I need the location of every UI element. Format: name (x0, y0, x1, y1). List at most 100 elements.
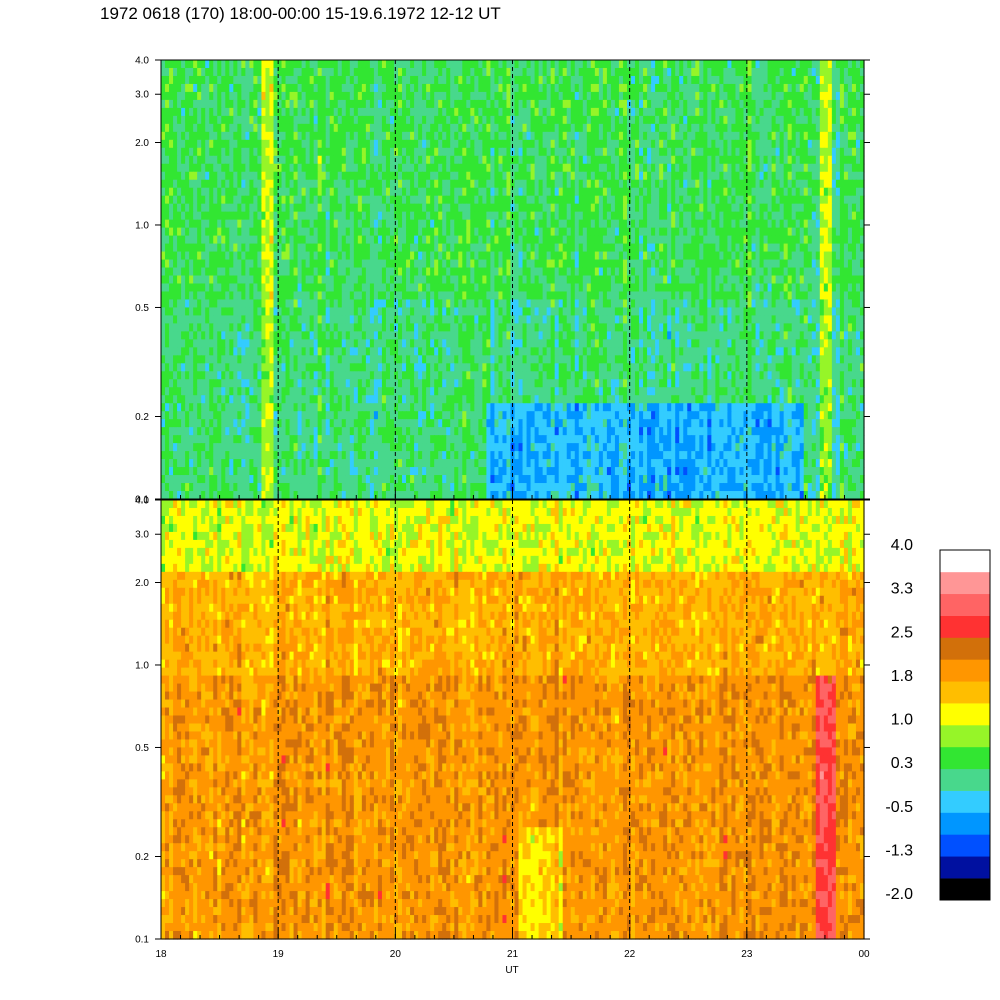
heatmap-cell (542, 115, 548, 125)
heatmap-cell (542, 235, 548, 245)
heatmap-cell (410, 60, 415, 69)
heatmap-cell (582, 155, 588, 165)
heatmap-cell (699, 115, 704, 125)
heatmap-cell (410, 195, 415, 205)
heatmap-cell (398, 131, 403, 141)
heatmap-cell (602, 179, 608, 189)
heatmap-cell (446, 123, 451, 133)
heatmap-cell (337, 91, 343, 101)
heatmap-cell (691, 259, 696, 269)
heatmap-cell (639, 131, 644, 141)
heatmap-cell (289, 83, 295, 93)
heatmap-cell (578, 91, 584, 101)
heatmap-cell (502, 123, 508, 133)
heatmap-cell (393, 203, 399, 213)
heatmap-cell (823, 131, 829, 141)
heatmap-cell (341, 251, 347, 261)
heatmap-cell (675, 163, 680, 173)
heatmap-cell (201, 163, 206, 173)
heatmap-cell (341, 67, 347, 77)
heatmap-cell (193, 275, 198, 285)
heatmap-cell (502, 91, 508, 101)
heatmap-cell (181, 171, 186, 181)
heatmap-cell (217, 219, 222, 229)
heatmap-cell (570, 203, 576, 213)
heatmap-cell (695, 107, 700, 117)
heatmap-cell (494, 99, 500, 109)
heatmap-cell (699, 60, 704, 69)
heatmap-cell (831, 139, 837, 149)
heatmap-cell (181, 259, 186, 269)
heatmap-cell (450, 219, 455, 229)
heatmap-cell (755, 267, 761, 277)
heatmap-cell (538, 131, 544, 141)
heatmap-cell (530, 75, 536, 85)
heatmap-cell (578, 115, 584, 125)
heatmap-cell (859, 83, 865, 93)
heatmap-cell (245, 67, 250, 77)
heatmap-cell (574, 267, 580, 277)
heatmap-cell (502, 267, 508, 277)
heatmap-cell (518, 131, 524, 141)
heatmap-cell (237, 219, 242, 229)
heatmap-cell (827, 107, 833, 117)
heatmap-cell (586, 155, 592, 165)
heatmap-cell (442, 75, 447, 85)
heatmap-cell (622, 251, 628, 261)
heatmap-cell (506, 91, 512, 101)
heatmap-cell (490, 115, 496, 125)
heatmap-cell (261, 75, 267, 85)
heatmap-cell (791, 155, 797, 165)
heatmap-cell (426, 211, 431, 221)
heatmap-cell (193, 179, 198, 189)
heatmap-cell (245, 203, 250, 213)
heatmap-cell (430, 147, 435, 157)
heatmap-cell (265, 219, 271, 229)
heatmap-cell (671, 83, 676, 93)
heatmap-cell (703, 203, 708, 213)
heatmap-cell (442, 203, 447, 213)
heatmap-cell (675, 219, 680, 229)
heatmap-cell (249, 163, 254, 173)
heatmap-cell (807, 251, 813, 261)
heatmap-cell (189, 203, 194, 213)
heatmap-cell (803, 179, 809, 189)
heatmap-cell (241, 75, 246, 85)
heatmap-cell (739, 171, 745, 181)
heatmap-cell (546, 243, 552, 253)
heatmap-cell (241, 155, 246, 165)
heatmap-cell (237, 243, 242, 253)
heatmap-cell (181, 123, 186, 133)
heatmap-cell (655, 91, 660, 101)
heatmap-cell (518, 259, 524, 269)
heatmap-cell (775, 123, 781, 133)
heatmap-cell (165, 107, 170, 117)
heatmap-cell (578, 163, 584, 173)
heatmap-cell (631, 251, 636, 261)
heatmap-cell (751, 259, 757, 269)
heatmap-cell (438, 67, 443, 77)
heatmap-cell (393, 195, 399, 205)
heatmap-cell (647, 203, 652, 213)
heatmap-cell (514, 275, 520, 285)
heatmap-cell (257, 243, 263, 253)
heatmap-cell (406, 163, 411, 173)
heatmap-cell (631, 139, 636, 149)
heatmap-cell (293, 155, 299, 165)
heatmap-cell (851, 107, 857, 117)
heatmap-cell (414, 275, 419, 285)
heatmap-cell (257, 259, 263, 269)
heatmap-cell (317, 115, 323, 125)
heatmap-cell (418, 147, 423, 157)
heatmap-cell (293, 139, 299, 149)
heatmap-cell (478, 67, 483, 77)
heatmap-cell (851, 67, 857, 77)
heatmap-cell (659, 275, 664, 285)
heatmap-cell (406, 187, 411, 197)
heatmap-cell (301, 195, 307, 205)
heatmap-cell (173, 91, 178, 101)
heatmap-cell (189, 227, 194, 237)
heatmap-cell (205, 131, 210, 141)
heatmap-cell (458, 251, 463, 261)
heatmap-cell (189, 99, 194, 109)
